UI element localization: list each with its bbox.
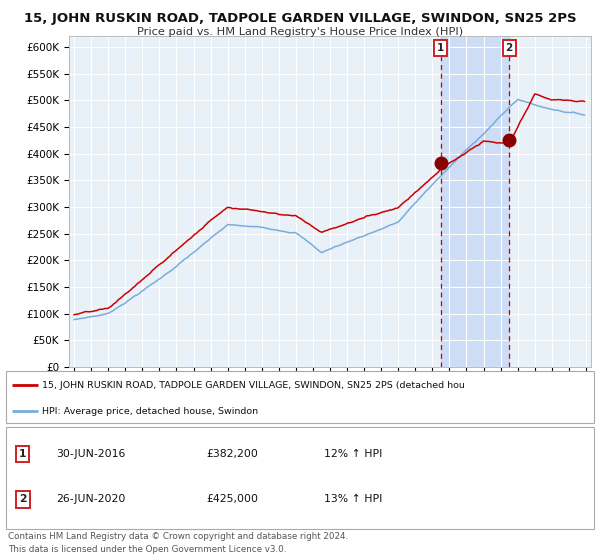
Text: 15, JOHN RUSKIN ROAD, TADPOLE GARDEN VILLAGE, SWINDON, SN25 2PS: 15, JOHN RUSKIN ROAD, TADPOLE GARDEN VIL… xyxy=(23,12,577,25)
FancyBboxPatch shape xyxy=(6,427,594,529)
Text: 1: 1 xyxy=(437,43,445,53)
Text: £382,200: £382,200 xyxy=(206,449,258,459)
Text: 30-JUN-2016: 30-JUN-2016 xyxy=(56,449,125,459)
Text: HPI: Average price, detached house, Swindon: HPI: Average price, detached house, Swin… xyxy=(43,407,259,416)
Text: 26-JUN-2020: 26-JUN-2020 xyxy=(56,494,125,505)
Text: 15, JOHN RUSKIN ROAD, TADPOLE GARDEN VILLAGE, SWINDON, SN25 2PS (detached hou: 15, JOHN RUSKIN ROAD, TADPOLE GARDEN VIL… xyxy=(43,381,466,390)
Text: 13% ↑ HPI: 13% ↑ HPI xyxy=(323,494,382,505)
Text: 2: 2 xyxy=(505,43,513,53)
Text: £425,000: £425,000 xyxy=(206,494,258,505)
Text: 1: 1 xyxy=(19,449,26,459)
FancyBboxPatch shape xyxy=(6,371,594,423)
Text: 2: 2 xyxy=(19,494,26,505)
Text: 12% ↑ HPI: 12% ↑ HPI xyxy=(323,449,382,459)
Text: Contains HM Land Registry data © Crown copyright and database right 2024.
This d: Contains HM Land Registry data © Crown c… xyxy=(8,532,348,553)
Text: Price paid vs. HM Land Registry's House Price Index (HPI): Price paid vs. HM Land Registry's House … xyxy=(137,27,463,37)
Bar xyxy=(441,36,509,367)
